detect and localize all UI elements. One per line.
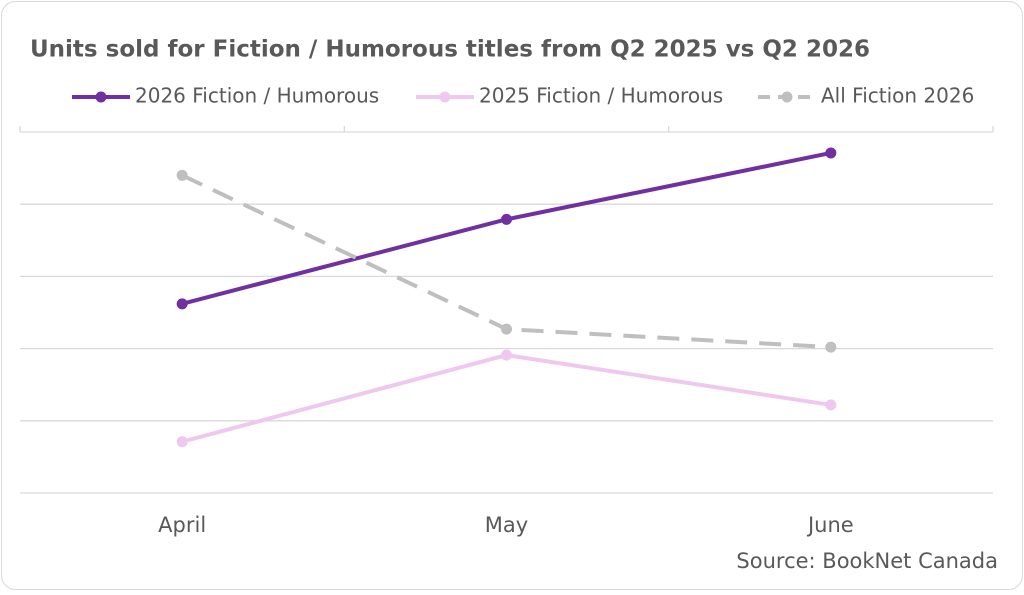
legend-marker — [95, 91, 107, 103]
data-point — [825, 341, 837, 353]
legend-label: All Fiction 2026 — [821, 84, 974, 108]
x-tick-label: April — [158, 513, 206, 537]
data-point — [825, 147, 837, 159]
x-tick-label: June — [806, 513, 854, 537]
legend-marker — [781, 91, 793, 103]
data-point — [176, 169, 188, 181]
x-tick-label: May — [485, 513, 528, 537]
chart-title: Units sold for Fiction / Humorous titles… — [30, 37, 870, 63]
legend-label: 2025 Fiction / Humorous — [479, 84, 723, 108]
source: Source: BookNet Canada — [736, 549, 998, 573]
data-point — [176, 436, 188, 448]
data-point — [825, 399, 837, 411]
data-point — [176, 298, 188, 310]
data-point — [501, 349, 512, 361]
data-point — [501, 213, 512, 225]
data-point — [501, 323, 512, 335]
legend-marker — [439, 91, 451, 103]
legend-label: 2026 Fiction / Humorous — [135, 84, 379, 108]
